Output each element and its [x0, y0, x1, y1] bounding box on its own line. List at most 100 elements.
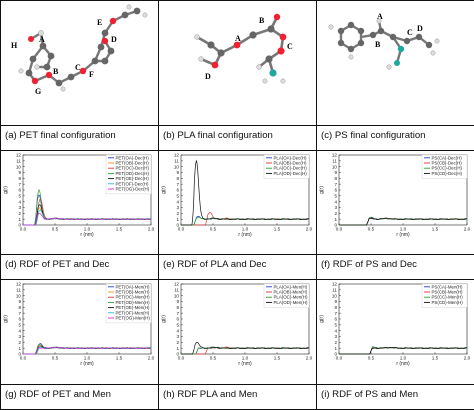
- y-tick-label: 10: [16, 294, 22, 299]
- ps-molecule-panel: A B C D: [316, 0, 474, 126]
- legend-entry: PET(OD)-Men(H): [116, 300, 151, 305]
- x-tick-label: 1.5: [432, 356, 439, 361]
- y-tick-label: 11: [332, 288, 337, 293]
- pla-molecule-panel: A B C D: [158, 0, 317, 126]
- y-axis-label: g(r): [161, 315, 167, 323]
- y-tick-label: 3: [18, 205, 21, 210]
- atom-label-c: C: [75, 63, 81, 72]
- y-tick-label: 0: [334, 352, 337, 357]
- legend-entry: PET(OF)-Men(H): [116, 311, 150, 316]
- x-axis-label: r (nm): [238, 361, 252, 366]
- legend-entry: PLA(OC)-Dec(H): [274, 166, 308, 171]
- y-tick-label: 4: [334, 199, 337, 204]
- legend-box: [421, 154, 468, 179]
- y-tick-label: 2: [18, 211, 21, 216]
- y-tick-label: 9: [176, 300, 179, 305]
- y-axis-label: g(r): [319, 186, 325, 194]
- y-tick-label: 12: [16, 282, 22, 287]
- rdf-panel-g: 0 1 2 3 4 5 6 7 8 9 10 11 12 0.0 0.5 1.0 1.5 2.0 r (nm) g(r…: [0, 279, 159, 385]
- y-tick-label: 10: [332, 164, 338, 169]
- caption-h: (h) RDF PLA and Men: [158, 383, 317, 410]
- y-tick-label: 7: [334, 311, 337, 316]
- y-tick-label: 8: [176, 305, 179, 310]
- series-line: [339, 217, 468, 226]
- y-tick-label: 2: [18, 340, 21, 345]
- y-tick-label: 10: [16, 164, 22, 169]
- atom-label-a: A: [39, 35, 45, 44]
- y-tick-label: 6: [334, 317, 337, 322]
- x-tick-label: 0.5: [368, 226, 375, 231]
- legend-entry: PET(OB)-Dec(H): [116, 160, 150, 165]
- atom-label-b: B: [375, 40, 381, 49]
- caption-f: (f) RDF of PS and Dec: [316, 254, 474, 281]
- y-tick-label: 1: [334, 346, 337, 351]
- legend-entry: PLA(OA)-Dec(H): [274, 155, 307, 160]
- legend-box: [105, 154, 152, 195]
- x-tick-label: 1.0: [400, 226, 407, 231]
- y-tick-label: 6: [18, 317, 21, 322]
- legend-entry: PET(OC)-Men(H): [116, 295, 151, 300]
- y-tick-label: 3: [334, 335, 337, 340]
- y-axis-label: g(r): [3, 315, 9, 323]
- y-axis-label: g(r): [161, 186, 167, 194]
- y-tick-label: 4: [334, 329, 337, 334]
- x-tick-label: 0.0: [178, 356, 185, 361]
- x-tick-label: 1.5: [274, 226, 281, 231]
- y-tick-label: 12: [174, 282, 180, 287]
- x-tick-label: 0.0: [336, 356, 343, 361]
- y-tick-label: 10: [332, 294, 338, 299]
- y-axis-label: g(r): [319, 315, 325, 323]
- x-tick-label: 2.0: [464, 226, 471, 231]
- legend-entry: PS(CD)-Dec(H): [432, 171, 463, 176]
- x-tick-label: 1.0: [400, 356, 407, 361]
- rdf-panel-f: 0 1 2 3 4 5 6 7 8 9 10 11 12 0.0 0.5 1.0 1.5 2.0 r (nm) g(r…: [316, 149, 474, 256]
- y-tick-label: 7: [18, 182, 21, 187]
- series-line: [23, 189, 152, 226]
- y-tick-label: 6: [176, 188, 179, 193]
- y-tick-label: 11: [174, 288, 179, 293]
- legend-entry: PET(OD)-Dec(H): [116, 171, 150, 176]
- y-tick-label: 12: [174, 153, 180, 158]
- legend-entry: PET(OA)-Dec(H): [116, 155, 150, 160]
- atom-label-d: D: [111, 35, 117, 44]
- atom-label-g: G: [35, 87, 41, 96]
- y-tick-label: 12: [16, 153, 22, 158]
- y-tick-label: 4: [18, 199, 21, 204]
- x-tick-label: 0.0: [20, 356, 27, 361]
- y-tick-label: 5: [334, 323, 337, 328]
- series-line: [181, 342, 310, 355]
- atom-label-a: A: [377, 12, 383, 21]
- y-tick-label: 4: [176, 199, 179, 204]
- y-tick-label: 0: [334, 223, 337, 228]
- x-tick-label: 1.0: [242, 226, 249, 231]
- y-tick-label: 12: [332, 153, 338, 158]
- x-tick-label: 0.5: [210, 356, 217, 361]
- y-tick-label: 0: [176, 223, 179, 228]
- y-tick-label: 3: [176, 335, 179, 340]
- y-tick-label: 6: [18, 188, 21, 193]
- y-axis-label: g(r): [3, 186, 9, 194]
- x-tick-label: 1.0: [84, 356, 91, 361]
- y-tick-label: 5: [334, 193, 337, 198]
- series-line: [23, 212, 152, 226]
- ps-molecule-image: A B C D: [328, 12, 440, 70]
- atom-label-e: E: [97, 18, 102, 27]
- x-tick-label: 0.0: [20, 226, 27, 231]
- y-tick-label: 5: [176, 193, 179, 198]
- series-line: [339, 347, 468, 355]
- atom-label-c: C: [287, 42, 293, 51]
- caption-b: (b) PLA final configuration: [158, 124, 317, 151]
- y-tick-label: 11: [16, 288, 21, 293]
- y-tick-label: 1: [334, 217, 337, 222]
- x-tick-label: 0.5: [52, 356, 59, 361]
- legend-entry: PET(OG)-Dec(H): [116, 186, 150, 191]
- legend-entry: PLA(OB)-Dec(H): [274, 160, 307, 165]
- legend-entry: PET(OC)-Dec(H): [116, 166, 150, 171]
- y-tick-label: 11: [174, 158, 179, 163]
- y-tick-label: 9: [334, 170, 337, 175]
- x-tick-label: 1.0: [84, 226, 91, 231]
